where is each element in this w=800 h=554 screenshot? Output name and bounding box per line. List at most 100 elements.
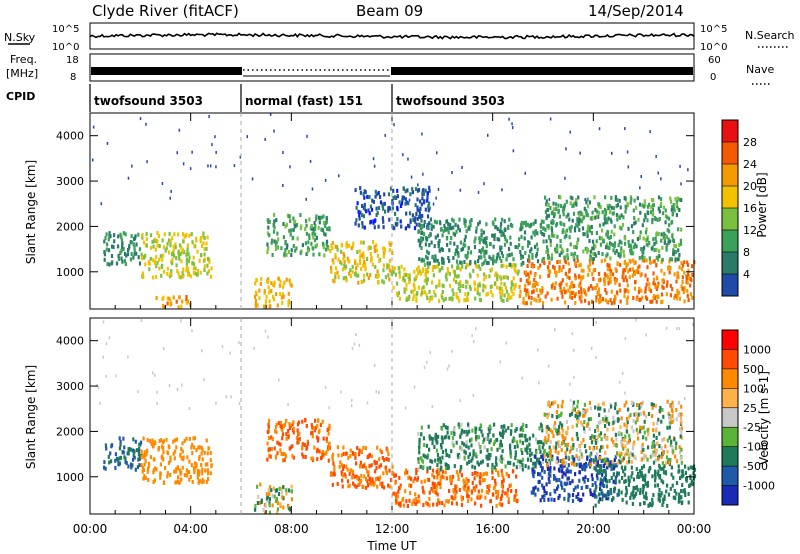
data-cell [648, 259, 652, 264]
data-cell [175, 445, 178, 450]
data-cell [576, 404, 579, 409]
data-cell [498, 290, 502, 295]
data-cell [671, 400, 674, 405]
data-cell [647, 503, 650, 508]
data-cell [440, 459, 443, 464]
data-cell [404, 189, 407, 194]
data-cell [560, 290, 563, 295]
data-cell [473, 340, 475, 344]
data-cell [680, 429, 683, 434]
data-cell [560, 426, 564, 431]
data-cell [679, 416, 683, 421]
data-cell [652, 281, 655, 286]
data-cell [423, 232, 426, 237]
data-cell [433, 485, 436, 489]
cpid-segment: normal (fast) 151 [240, 84, 363, 112]
data-cell [168, 231, 171, 236]
data-cell [527, 465, 530, 470]
data-cell [606, 242, 609, 247]
data-cell [538, 461, 541, 465]
cpid-segment: twofsound 3503 [89, 84, 203, 112]
data-cell [610, 404, 613, 409]
data-cell [431, 468, 435, 473]
data-cell [613, 244, 616, 249]
data-cell [638, 403, 641, 408]
data-cell [623, 259, 627, 264]
data-cell [180, 456, 183, 461]
data-cell [507, 226, 510, 231]
data-cell [485, 222, 488, 227]
data-cell [477, 190, 480, 194]
data-cell [691, 295, 694, 300]
data-cell [572, 348, 575, 352]
data-cell [686, 280, 689, 285]
data-cell [613, 294, 616, 299]
data-cell [500, 424, 503, 429]
data-cell [518, 294, 522, 298]
data-cell [295, 435, 298, 440]
data-cell [296, 236, 299, 241]
data-cell [643, 419, 646, 424]
data-cell [639, 502, 642, 507]
data-cell [118, 436, 121, 441]
data-cell [481, 478, 484, 483]
data-cell [603, 207, 607, 212]
data-cell [290, 497, 294, 502]
data-cell [258, 296, 261, 301]
data-cell [368, 464, 371, 469]
data-cell [357, 223, 360, 228]
data-cell [534, 281, 537, 286]
data-cell [452, 218, 455, 223]
data-cell [299, 213, 302, 217]
data-cell [500, 259, 503, 264]
data-cell [287, 299, 290, 304]
data-cell [592, 458, 595, 463]
data-cell [607, 408, 611, 413]
data-cell [625, 485, 628, 490]
data-cell [128, 244, 131, 248]
data-cell [179, 243, 182, 248]
data-cell [142, 476, 145, 481]
data-cell [581, 216, 584, 221]
data-cell [575, 494, 578, 499]
data-cell [114, 458, 117, 463]
data-cell [178, 256, 181, 261]
data-cell [153, 457, 156, 462]
data-cell [502, 424, 505, 429]
data-cell [328, 423, 331, 428]
data-cell [499, 275, 502, 279]
data-cell [156, 260, 159, 265]
data-cell [606, 267, 609, 272]
data-cell [181, 274, 184, 279]
data-cell [424, 188, 427, 193]
data-cell [203, 264, 206, 269]
data-cell [583, 420, 586, 424]
data-cell [140, 256, 144, 261]
data-cell [457, 265, 460, 270]
data-cell [195, 463, 198, 468]
data-cell [589, 453, 592, 458]
data-cell [498, 229, 501, 234]
data-cell [315, 235, 318, 240]
data-cell [422, 453, 425, 458]
data-cell [499, 431, 502, 436]
data-cell [416, 499, 419, 504]
data-cell [188, 255, 191, 260]
data-cell [435, 265, 438, 269]
data-cell [535, 251, 538, 256]
data-cell [531, 467, 534, 472]
data-cell [501, 473, 504, 477]
data-cell [646, 237, 649, 242]
data-cell [680, 460, 683, 465]
data-cell [481, 433, 484, 438]
data-cell [577, 416, 581, 421]
data-cell [441, 474, 444, 479]
data-cell [328, 426, 331, 430]
data-cell [603, 484, 606, 488]
data-cell [613, 419, 616, 424]
data-cell [368, 211, 371, 216]
data-cell [294, 224, 297, 229]
data-cell [129, 447, 132, 452]
data-cell [381, 279, 384, 284]
data-cell [463, 449, 466, 454]
